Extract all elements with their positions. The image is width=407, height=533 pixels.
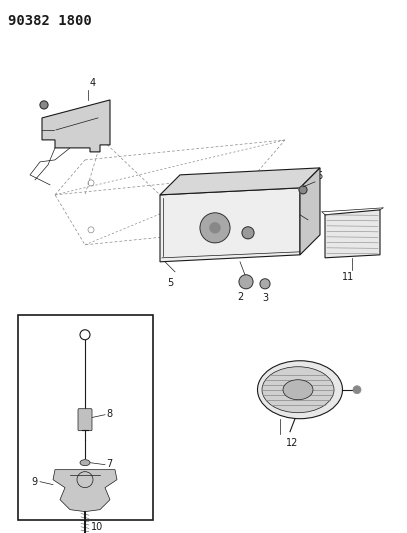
Text: 2: 2 — [237, 292, 243, 302]
Ellipse shape — [258, 361, 343, 419]
Circle shape — [353, 386, 361, 394]
Text: 6: 6 — [316, 171, 322, 181]
Polygon shape — [300, 168, 320, 255]
Text: 4: 4 — [90, 78, 96, 88]
Polygon shape — [160, 168, 320, 195]
Circle shape — [299, 186, 307, 194]
Ellipse shape — [80, 459, 90, 466]
Circle shape — [210, 223, 220, 233]
Text: 11: 11 — [342, 272, 354, 282]
FancyBboxPatch shape — [78, 409, 92, 431]
Text: 9: 9 — [32, 477, 38, 487]
Polygon shape — [53, 470, 117, 512]
Polygon shape — [42, 100, 110, 152]
Text: 5: 5 — [167, 278, 173, 288]
Text: 3: 3 — [262, 293, 268, 303]
Text: 1: 1 — [309, 223, 315, 233]
Circle shape — [260, 279, 270, 289]
Text: 8: 8 — [106, 409, 112, 419]
Ellipse shape — [283, 379, 313, 400]
Circle shape — [40, 101, 48, 109]
Text: 10: 10 — [91, 522, 103, 531]
Circle shape — [239, 275, 253, 289]
Ellipse shape — [262, 367, 334, 413]
Circle shape — [242, 227, 254, 239]
Text: 7: 7 — [106, 459, 112, 469]
Text: 90382 1800: 90382 1800 — [8, 14, 92, 28]
Bar — [18, 315, 153, 520]
Circle shape — [200, 213, 230, 243]
Polygon shape — [325, 210, 380, 258]
Text: 12: 12 — [286, 438, 298, 448]
Polygon shape — [160, 188, 300, 262]
